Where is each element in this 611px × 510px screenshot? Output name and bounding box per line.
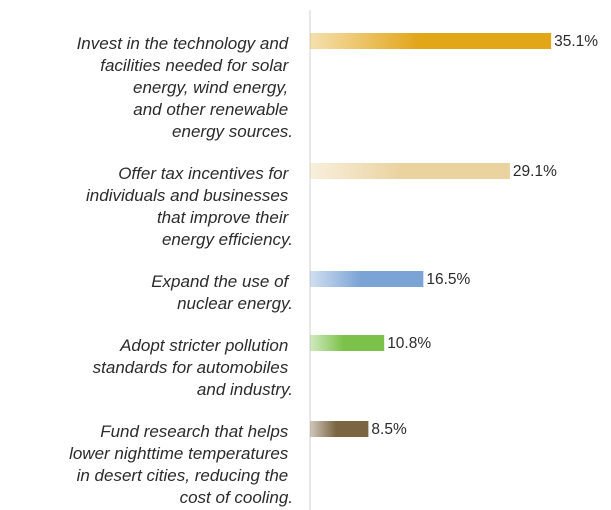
bar: [310, 163, 510, 179]
value-label: 8.5%: [371, 421, 407, 438]
category-label: Invest in the technology and facilities …: [77, 34, 293, 141]
bar: [310, 335, 385, 351]
bar: [310, 33, 552, 49]
category-label: Offer tax incentives for individuals and…: [86, 164, 293, 249]
bar: [310, 421, 369, 437]
category-label: Fund research that helps lower nighttime…: [69, 422, 293, 507]
value-label: 29.1%: [513, 163, 557, 180]
category-label: Adopt stricter pollution standards for a…: [93, 336, 293, 399]
category-label: Expand the use of nuclear energy.: [151, 272, 293, 313]
value-label: 16.5%: [426, 271, 470, 288]
value-label: 10.8%: [387, 335, 431, 352]
value-label: 35.1%: [554, 33, 598, 50]
bar: [310, 271, 424, 287]
